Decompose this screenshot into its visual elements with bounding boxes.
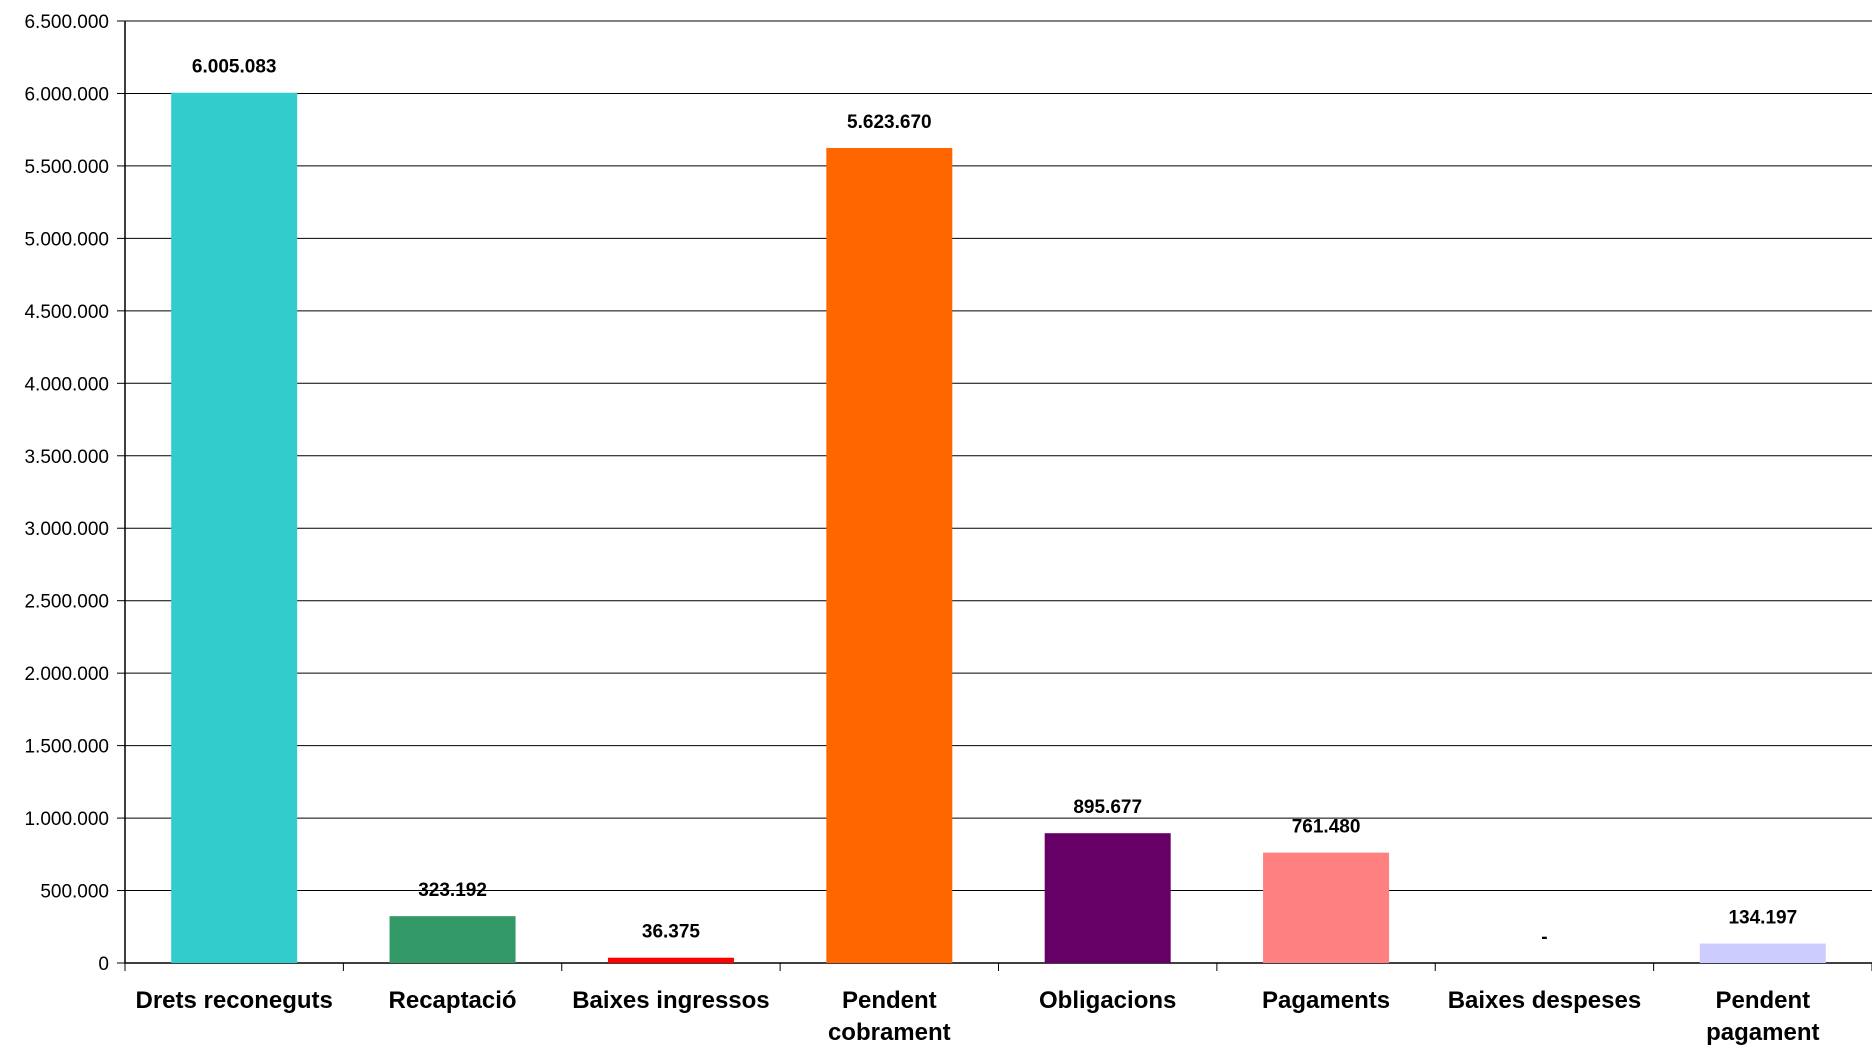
y-tick-label: 2.000.000	[24, 664, 109, 685]
y-tick-label: 2.500.000	[24, 592, 109, 613]
gridlines	[125, 20, 1872, 892]
data-label: 6.005.083	[192, 57, 277, 78]
y-tick-label: 500.000	[40, 882, 109, 903]
y-tick-label: 6.500.000	[24, 12, 109, 33]
x-tick-label: Pagaments	[1262, 987, 1390, 1014]
bar	[1263, 852, 1390, 963]
x-tick-label: cobrament	[828, 1019, 951, 1046]
bar	[826, 148, 953, 964]
x-tick-label: Baixes despeses	[1448, 987, 1641, 1014]
bar	[389, 916, 516, 963]
data-label: 323.192	[418, 880, 487, 901]
data-label: -	[1541, 927, 1547, 948]
y-tick-label: 1.000.000	[24, 809, 109, 830]
y-tick-label: 4.000.000	[24, 374, 109, 395]
data-label: 761.480	[1292, 817, 1361, 838]
y-tick-label: 4.500.000	[24, 302, 109, 323]
data-labels: 6.005.083 323.192 36.375 5.623.670 895.677 76…	[192, 57, 1797, 948]
data-label: 134.197	[1728, 908, 1797, 929]
data-label: 5.623.670	[847, 112, 932, 133]
x-tick-label: Drets reconeguts	[135, 987, 332, 1014]
y-tick-label: 0	[98, 954, 109, 975]
y-tick-label: 1.500.000	[24, 737, 109, 758]
x-tick-label: Pendent	[842, 987, 937, 1014]
x-tick-label: Pendent	[1715, 987, 1810, 1014]
x-tick-label: Recaptació	[389, 987, 517, 1014]
data-label: 36.375	[642, 922, 701, 943]
bar	[1699, 943, 1826, 963]
bar	[1044, 833, 1171, 963]
data-label: 895.677	[1073, 797, 1142, 818]
bar	[171, 92, 298, 963]
bars	[171, 92, 1826, 964]
axes: 0 500.000 1.000.000 1.500.000 2.000.000 2.500…	[24, 12, 1872, 1046]
y-tick-label: 3.500.000	[24, 447, 109, 468]
y-tick-label: 5.500.000	[24, 157, 109, 178]
x-tick-label: Baixes ingressos	[572, 987, 769, 1014]
bar	[607, 957, 734, 963]
y-tick-label: 6.000.000	[24, 84, 109, 105]
x-tick-label: pagament	[1706, 1019, 1819, 1046]
x-tick-label: Obligacions	[1039, 987, 1176, 1014]
y-tick-label: 3.000.000	[24, 519, 109, 540]
y-tick-label: 5.000.000	[24, 229, 109, 250]
